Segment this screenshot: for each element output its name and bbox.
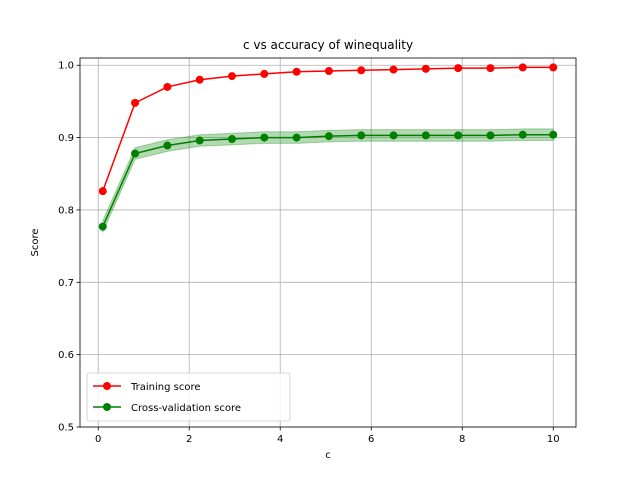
data-point-1-10 [421,131,430,140]
x-tick-label: 0 [95,434,101,445]
data-point-1-14 [549,130,558,139]
data-point-0-13 [518,63,527,72]
y-tick-label: 0.9 [58,133,74,144]
data-point-1-4 [227,135,236,144]
legend: Training score Cross-validation score [86,372,291,422]
series-markers [98,63,558,231]
y-tick-label: 1.0 [58,61,74,72]
band-1 [102,128,554,233]
data-point-1-12 [486,131,495,140]
data-point-1-2 [163,141,172,150]
y-tick-label: 0.6 [58,350,74,361]
x-axis-label: c [325,450,331,461]
data-point-0-3 [195,75,204,84]
data-point-1-5 [260,133,269,142]
data-point-1-11 [454,131,463,140]
data-point-1-6 [292,133,301,142]
x-tick-label: 2 [186,434,192,445]
y-axis-label: Score [30,228,41,256]
grid-lines [80,58,576,428]
data-point-0-4 [227,72,236,81]
data-point-0-9 [389,65,398,74]
y-tick-label: 0.5 [58,423,74,434]
x-tick-label: 8 [459,434,465,445]
legend-marker-0 [103,382,111,390]
legend-marker-1 [103,403,111,411]
legend-box [86,372,291,422]
x-axis-ticks: 0 2 4 6 8 10 [95,427,560,445]
data-point-0-12 [486,64,495,73]
data-point-1-9 [389,131,398,140]
data-point-0-7 [324,67,333,76]
data-point-0-8 [357,66,366,75]
y-tick-label: 0.7 [58,278,74,289]
data-point-1-1 [131,149,140,158]
y-tick-label: 0.8 [58,205,74,216]
plot-frame [79,57,577,428]
x-tick-label: 10 [547,434,560,445]
data-point-0-14 [549,63,558,72]
data-point-0-11 [454,64,463,73]
y-axis-ticks: 0.5 0.6 0.7 0.8 0.9 1.0 [58,61,80,434]
data-point-1-13 [518,130,527,139]
data-point-0-10 [421,64,430,73]
confidence-bands [102,128,554,233]
data-point-1-7 [324,132,333,141]
data-point-1-0 [98,222,107,231]
data-point-0-0 [98,187,107,196]
x-tick-label: 6 [368,434,374,445]
legend-label-0: Training score [130,382,201,393]
data-point-0-2 [163,82,172,91]
data-point-0-6 [292,67,301,76]
x-tick-label: 4 [277,434,283,445]
chart-title: c vs accuracy of winequality [243,38,413,52]
data-point-0-5 [260,69,269,78]
data-point-1-8 [357,131,366,140]
legend-label-1: Cross-validation score [131,403,241,414]
data-point-0-1 [131,98,140,107]
data-point-1-3 [195,136,204,145]
